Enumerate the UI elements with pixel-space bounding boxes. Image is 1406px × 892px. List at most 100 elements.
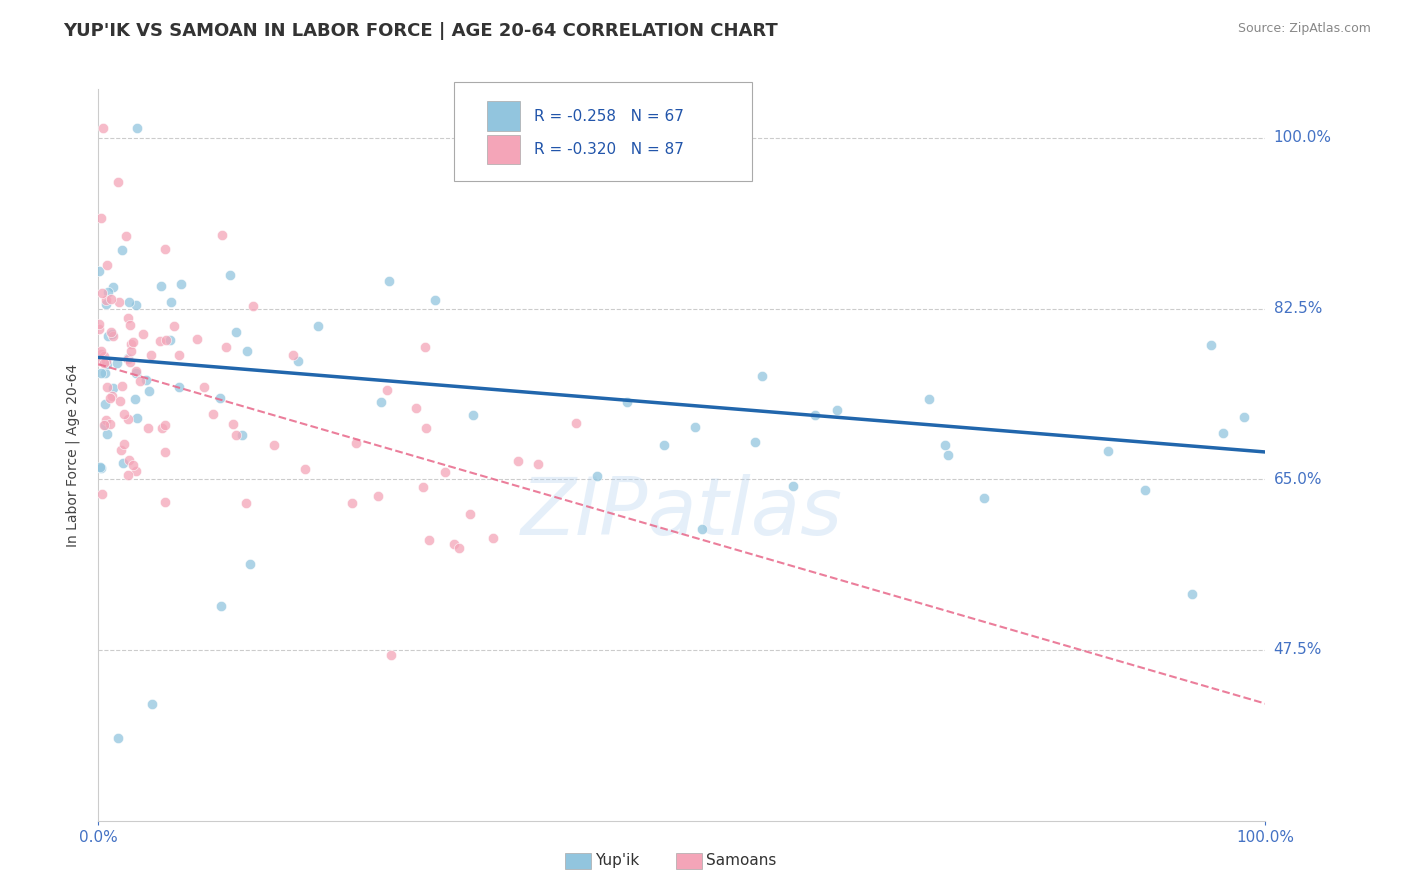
Point — [112, 456, 135, 470]
Point — [160, 295, 183, 310]
Point — [108, 294, 131, 309]
Point — [1181, 587, 1204, 601]
Point — [692, 522, 714, 536]
Point — [782, 479, 804, 493]
Point — [652, 438, 675, 452]
Point — [118, 318, 141, 333]
Point — [101, 381, 124, 395]
Point — [153, 445, 176, 459]
Point — [211, 228, 233, 243]
Point — [1212, 425, 1234, 440]
Point — [412, 479, 434, 493]
Point — [155, 242, 177, 256]
Point — [751, 369, 773, 384]
Text: 82.5%: 82.5% — [1274, 301, 1322, 316]
Point — [153, 417, 176, 432]
Point — [201, 407, 224, 421]
Point — [340, 496, 363, 510]
Point — [235, 496, 257, 510]
Point — [150, 421, 173, 435]
Point — [508, 453, 530, 467]
Point — [117, 467, 139, 482]
Point — [186, 332, 208, 346]
Point — [458, 507, 481, 521]
Point — [443, 537, 465, 551]
Point — [89, 459, 111, 474]
Point — [221, 417, 243, 432]
Bar — [486, 135, 520, 164]
Point — [98, 417, 121, 431]
Point — [96, 380, 118, 394]
Point — [159, 333, 181, 347]
Text: Source: ZipAtlas.com: Source: ZipAtlas.com — [1237, 22, 1371, 36]
Point — [231, 427, 253, 442]
Point — [96, 258, 118, 272]
Point — [225, 427, 247, 442]
Point — [112, 407, 135, 421]
Point — [683, 420, 706, 434]
Y-axis label: In Labor Force | Age 20-64: In Labor Force | Age 20-64 — [66, 363, 80, 547]
Point — [263, 438, 285, 452]
Point — [307, 318, 329, 333]
Point — [118, 294, 141, 309]
Point — [344, 436, 367, 450]
Point — [135, 373, 157, 387]
Text: 47.5%: 47.5% — [1274, 642, 1322, 657]
Point — [209, 599, 232, 613]
Point — [242, 299, 264, 313]
Point — [380, 648, 402, 662]
Point — [90, 211, 112, 226]
Text: YUP'IK VS SAMOAN IN LABOR FORCE | AGE 20-64 CORRELATION CHART: YUP'IK VS SAMOAN IN LABOR FORCE | AGE 20… — [63, 22, 778, 40]
Point — [117, 453, 139, 467]
Point — [918, 392, 941, 407]
Point — [447, 541, 470, 556]
Point — [215, 340, 238, 354]
Point — [973, 491, 995, 505]
Point — [150, 279, 173, 293]
Point — [93, 356, 115, 370]
Point — [124, 392, 146, 407]
Point — [89, 354, 111, 368]
Point — [100, 391, 122, 405]
Point — [90, 486, 112, 500]
Point — [1135, 483, 1157, 498]
Point — [120, 336, 142, 351]
Bar — [486, 102, 520, 131]
Text: Samoans: Samoans — [706, 854, 776, 869]
Point — [425, 293, 447, 307]
Point — [114, 229, 136, 244]
Text: 65.0%: 65.0% — [1274, 472, 1322, 487]
Point — [1233, 410, 1256, 425]
Point — [90, 347, 112, 361]
Point — [90, 344, 112, 359]
Point — [97, 329, 120, 343]
Point — [125, 298, 148, 312]
Point — [565, 416, 588, 430]
Point — [804, 408, 827, 422]
Point — [418, 533, 440, 548]
Bar — [565, 853, 591, 869]
Point — [96, 285, 118, 299]
Point — [131, 326, 153, 341]
Point — [96, 413, 118, 427]
Point — [93, 418, 115, 433]
Point — [117, 412, 139, 426]
Point — [936, 448, 959, 462]
Point — [101, 328, 124, 343]
Point — [100, 292, 122, 306]
Point — [149, 334, 172, 348]
Point — [94, 296, 117, 310]
Point — [167, 348, 190, 362]
Point — [121, 334, 143, 349]
Point — [129, 374, 152, 388]
Point — [94, 366, 117, 380]
Point — [370, 394, 392, 409]
Point — [225, 325, 247, 339]
Point — [94, 396, 117, 410]
Point — [87, 322, 110, 336]
Point — [90, 366, 112, 380]
Point — [120, 354, 142, 368]
Point — [193, 380, 215, 394]
Point — [90, 286, 112, 301]
Point — [934, 438, 956, 452]
